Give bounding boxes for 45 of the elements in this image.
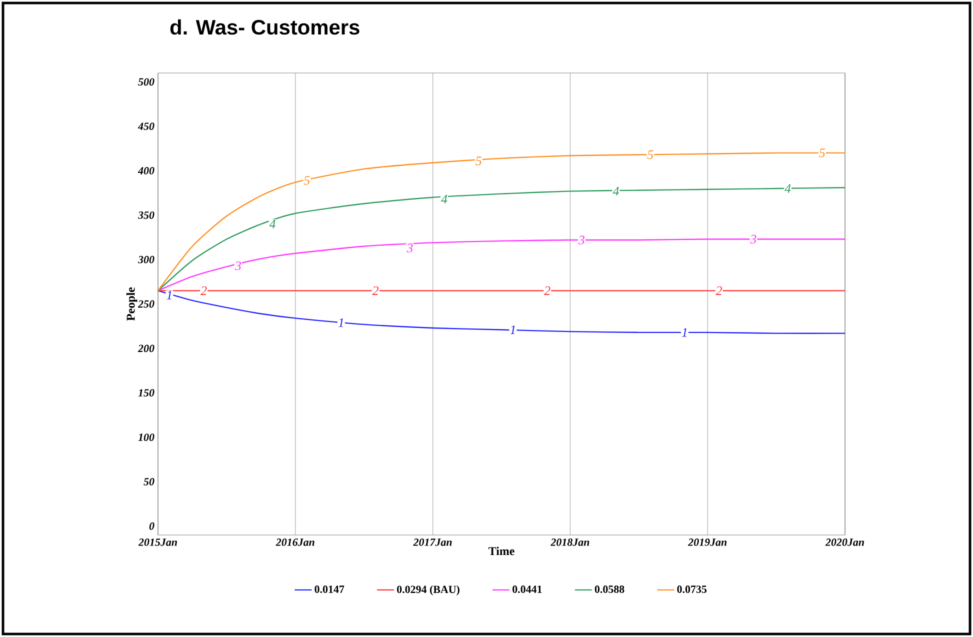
legend-label: 0.0735 (677, 586, 707, 593)
annotation: 1 (682, 328, 687, 337)
annotation: 4 (441, 194, 448, 204)
annotation: 4 (269, 220, 276, 228)
y-tick-label: 350 (138, 211, 154, 219)
annotation: 5 (304, 176, 310, 185)
annotation: 5 (819, 148, 825, 158)
legend-label: 0.0588 (594, 586, 624, 593)
x-axis-title: Time (488, 546, 514, 556)
y-tick-label: 400 (138, 167, 154, 174)
y-axis-title: People (126, 287, 138, 321)
x-tick-label: 2018Jan (550, 538, 590, 546)
y-tick-label: 300 (138, 256, 154, 264)
y-tick-label: 150 (138, 389, 154, 397)
y-tick-label: 0 (149, 522, 154, 530)
x-tick-label: 2020Jan (825, 538, 864, 546)
chart-title: d. Was- Customers (170, 19, 360, 35)
annotation: 2 (372, 286, 379, 295)
x-tick-label: 2015Jan (138, 538, 177, 546)
annotation: 3 (578, 236, 584, 244)
annotation: 2 (544, 286, 550, 295)
legend-label: 0.0147 (314, 586, 344, 593)
x-tick-label: 2017Jan (413, 538, 452, 546)
y-tick-label: 50 (144, 478, 154, 486)
annotation: 1 (510, 325, 515, 334)
y-tick-label: 200 (138, 344, 154, 352)
y-tick-label: 100 (138, 434, 154, 441)
y-tick-label: 250 (138, 300, 154, 308)
annotation: 1 (166, 290, 172, 300)
annotation: 2 (200, 286, 207, 295)
annotation: 3 (406, 244, 413, 252)
annotation: 2 (716, 286, 722, 295)
legend-label: 0.0294 (BAU) (397, 585, 460, 596)
x-tick-label: 2019Jan (688, 538, 727, 546)
legend-label: 0.0441 (512, 586, 542, 593)
x-tick-label: 2016Jan (276, 538, 314, 546)
annotation: 4 (784, 184, 791, 193)
annotation: 5 (647, 150, 654, 160)
y-tick-label: 450 (138, 122, 154, 130)
annotation: 4 (612, 186, 619, 196)
annotation: 3 (750, 234, 756, 244)
annotation: 5 (476, 156, 482, 166)
annotation: 3 (234, 261, 241, 270)
y-tick-label: 500 (138, 78, 154, 86)
annotation: 1 (338, 318, 344, 327)
